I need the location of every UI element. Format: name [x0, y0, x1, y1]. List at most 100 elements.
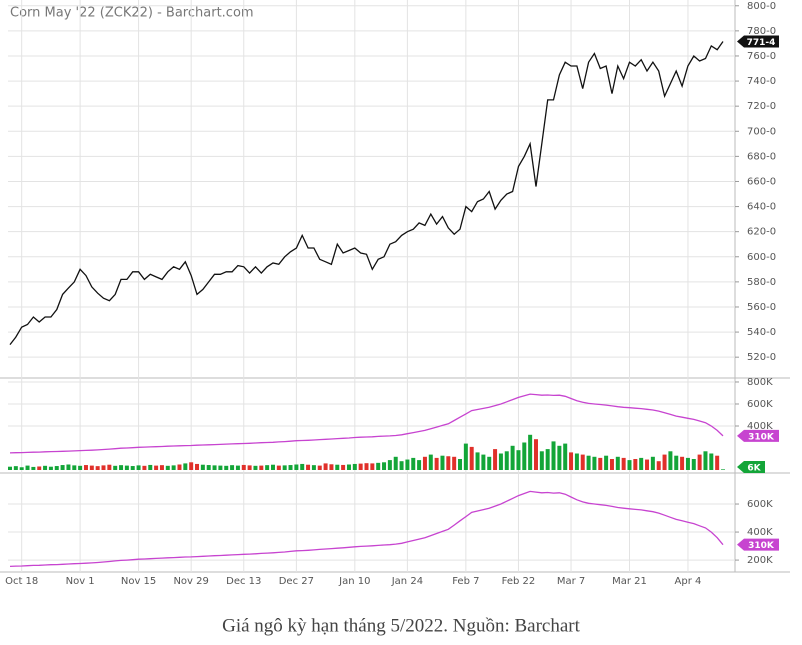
- volume-bar: [13, 466, 18, 470]
- volume-bar: [212, 465, 217, 470]
- volume-bar: [469, 446, 474, 470]
- y-tick-label: 800-0: [747, 1, 776, 12]
- volume-bar: [119, 465, 124, 470]
- volume-bar: [417, 460, 422, 470]
- volume-bar: [142, 465, 147, 470]
- volume-bar: [329, 464, 334, 470]
- volume-bar: [481, 454, 486, 470]
- volume-bar: [306, 464, 311, 470]
- volume-bar: [458, 458, 463, 470]
- volume-bar: [662, 454, 667, 470]
- y-tick-label: 600-0: [747, 252, 776, 263]
- volume-bar: [189, 462, 194, 470]
- y-tick-label: 780-0: [747, 26, 776, 37]
- volume-bar: [586, 455, 591, 470]
- volume-bar: [288, 465, 293, 470]
- volume-bar: [493, 449, 498, 470]
- volume-bar: [674, 455, 679, 470]
- volume-bar: [504, 451, 509, 470]
- price-tag: [737, 429, 779, 442]
- volume-bar: [376, 462, 381, 470]
- volume-bar: [183, 463, 188, 470]
- volume-bar: [533, 439, 538, 470]
- chart-title: Corn May '22 (ZCK22) - Barchart.com: [10, 6, 254, 21]
- y-tick-label: 640-0: [747, 202, 776, 213]
- volume-bar: [317, 465, 322, 470]
- volume-bar: [446, 456, 451, 470]
- y-tick-label: 600K: [747, 399, 773, 410]
- volume-bar: [428, 454, 433, 470]
- volume-tag-label: 6K: [747, 464, 761, 474]
- volume-bar: [154, 465, 159, 470]
- volume-bar: [656, 461, 661, 470]
- volume-bar: [528, 434, 533, 470]
- price-tag-label: 310K: [748, 541, 775, 551]
- volume-bar: [516, 450, 521, 470]
- volume-bar: [574, 453, 579, 470]
- volume-bar: [270, 464, 275, 470]
- volume-bar: [19, 467, 24, 470]
- volume-bar: [639, 457, 644, 470]
- volume-bar: [387, 460, 392, 470]
- volume-bar: [364, 463, 369, 470]
- volume-bar: [399, 461, 404, 470]
- line: [9, 41, 724, 345]
- volume-bar: [83, 465, 88, 470]
- volume-bar: [78, 465, 83, 470]
- volume-bar: [66, 464, 71, 470]
- volume-bar: [89, 465, 94, 470]
- volume-bar: [113, 465, 118, 470]
- volume-bar: [224, 465, 229, 470]
- volume-bar: [411, 457, 416, 470]
- volume-bar: [107, 464, 112, 470]
- volume-bar: [235, 465, 240, 470]
- volume-bar: [200, 464, 205, 470]
- volume-bar: [475, 452, 480, 470]
- y-tick-label: 200K: [747, 555, 773, 566]
- volume-bar: [31, 466, 36, 470]
- y-tick-label: 540-0: [747, 327, 776, 338]
- y-tick-label: 400K: [747, 527, 773, 538]
- volume-bar: [253, 465, 258, 470]
- volume-bar: [37, 466, 42, 470]
- volume-bar: [592, 456, 597, 470]
- volume-bar: [72, 465, 77, 470]
- volume-bar: [522, 442, 527, 470]
- volume-bar: [721, 469, 725, 470]
- volume-bar: [276, 465, 281, 470]
- volume-bar: [311, 465, 316, 470]
- volume-bar: [645, 459, 650, 470]
- line: [9, 490, 724, 568]
- x-tick-label: Jan 10: [338, 576, 370, 587]
- volume-bar: [498, 453, 503, 470]
- volume-bar: [54, 466, 59, 470]
- volume-bar: [265, 465, 270, 470]
- volume-bar: [709, 453, 714, 470]
- volume-bar: [165, 465, 170, 470]
- volume-bar: [551, 441, 556, 470]
- volume-bar: [335, 464, 340, 470]
- volume-bar: [218, 465, 223, 470]
- volume-bar: [440, 455, 445, 470]
- price-tag-label: 771-4: [747, 38, 776, 48]
- volume-bar: [346, 464, 351, 470]
- volume-bar: [101, 465, 106, 470]
- y-tick-label: 740-0: [747, 76, 776, 87]
- volume-bar: [604, 455, 609, 470]
- volume-bar: [510, 445, 515, 470]
- volume-bar: [171, 465, 176, 470]
- volume-bar: [668, 451, 673, 470]
- line: [9, 393, 724, 454]
- x-tick-label: Mar 21: [612, 576, 647, 587]
- volume-bar: [680, 456, 685, 470]
- volume-bar: [405, 459, 410, 470]
- volume-bar: [609, 458, 614, 470]
- volume-bar: [563, 443, 568, 470]
- x-tick-label: Feb 22: [502, 576, 536, 587]
- x-tick-label: Dec 27: [279, 576, 314, 587]
- x-tick-label: Apr 4: [675, 576, 702, 587]
- volume-bar: [650, 456, 655, 470]
- volume-bar: [241, 464, 246, 470]
- volume-bar: [341, 464, 346, 470]
